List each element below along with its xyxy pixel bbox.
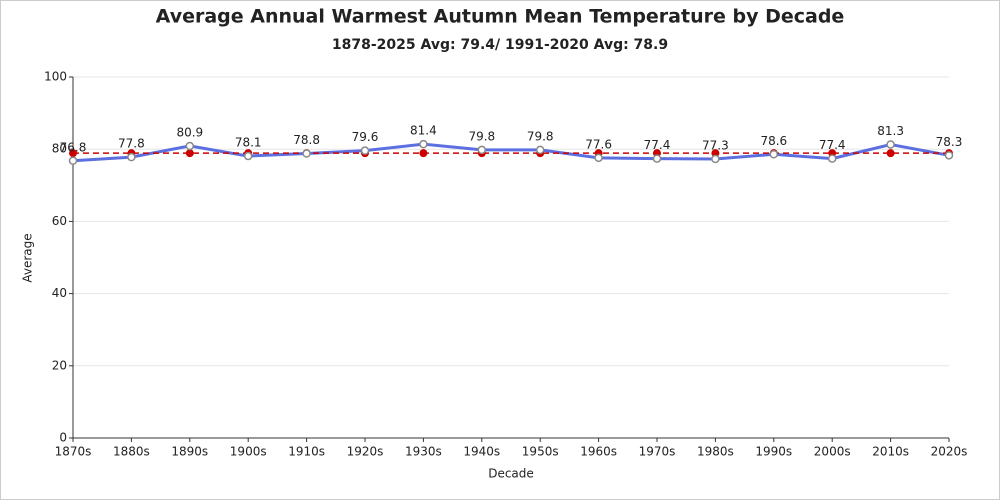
data-label: 78.1	[235, 136, 262, 150]
data-point	[419, 139, 428, 149]
data-point	[68, 156, 78, 166]
x-tick-label: 1960s	[580, 445, 617, 459]
data-label: 79.8	[468, 129, 495, 143]
y-tick-label: 20	[52, 358, 67, 372]
reference-dot	[711, 149, 720, 158]
x-tick-label: 1940s	[463, 445, 500, 459]
data-label: 77.6	[585, 137, 612, 151]
reference-dot	[185, 149, 194, 158]
data-point	[769, 150, 779, 159]
data-point	[535, 145, 545, 155]
y-tick-label: 100	[44, 70, 67, 84]
x-tick-label: 1890s	[171, 445, 208, 459]
reference-dot	[69, 149, 77, 158]
data-label: 79.8	[527, 129, 554, 143]
data-label: 78.8	[293, 133, 320, 147]
data-point	[477, 145, 487, 155]
reference-dot	[419, 149, 428, 158]
data-label: 81.4	[410, 124, 437, 138]
x-tick-label: 1900s	[230, 445, 267, 459]
y-tick-label: 60	[52, 214, 67, 228]
x-tick-label: 1970s	[639, 445, 676, 459]
data-point	[360, 146, 370, 155]
x-tick-label: 2010s	[872, 445, 909, 459]
data-label: 81.3	[877, 124, 904, 138]
data-label: 77.4	[644, 138, 671, 152]
x-axis-label: Decade	[488, 467, 534, 481]
y-axis-label: Average	[21, 233, 35, 282]
data-label: 76.8	[60, 140, 87, 154]
data-point	[886, 140, 895, 149]
x-tick-label: 1930s	[405, 445, 442, 459]
data-point	[711, 154, 720, 164]
data-label: 80.9	[176, 125, 203, 139]
x-tick-label: 1880s	[113, 445, 150, 459]
data-label: 78.6	[760, 134, 787, 148]
data-label: 77.4	[819, 138, 846, 152]
data-label: 79.6	[352, 130, 379, 144]
data-point	[243, 151, 253, 161]
data-label: 77.8	[118, 137, 145, 151]
x-tick-label: 2020s	[931, 445, 968, 459]
x-tick-label: 2000s	[814, 445, 851, 459]
data-line	[72, 142, 950, 163]
x-tick-label: 1980s	[697, 445, 734, 459]
data-point	[944, 151, 954, 160]
y-tick-label: 0	[59, 431, 67, 445]
chart-subtitle: 1878-2025 Avg: 79.4/ 1991-2020 Avg: 78.9	[332, 37, 668, 53]
data-label: 78.3	[936, 135, 963, 149]
chart-title: Average Annual Warmest Autumn Mean Tempe…	[156, 6, 845, 28]
x-tick-label: 1920s	[347, 445, 384, 459]
data-point	[827, 154, 837, 163]
data-point	[127, 152, 136, 162]
data-point	[652, 154, 662, 163]
data-label: 77.3	[702, 138, 729, 152]
y-tick-label: 80	[52, 142, 67, 156]
reference-dot	[886, 149, 895, 158]
x-tick-label: 1910s	[288, 445, 325, 459]
data-point	[594, 153, 603, 163]
data-point	[302, 149, 311, 158]
data-point	[185, 141, 195, 151]
x-tick-label: 1870s	[55, 445, 92, 459]
x-tick-label: 1950s	[522, 445, 559, 459]
y-tick-label: 40	[52, 286, 67, 300]
x-tick-label: 1990s	[755, 445, 792, 459]
